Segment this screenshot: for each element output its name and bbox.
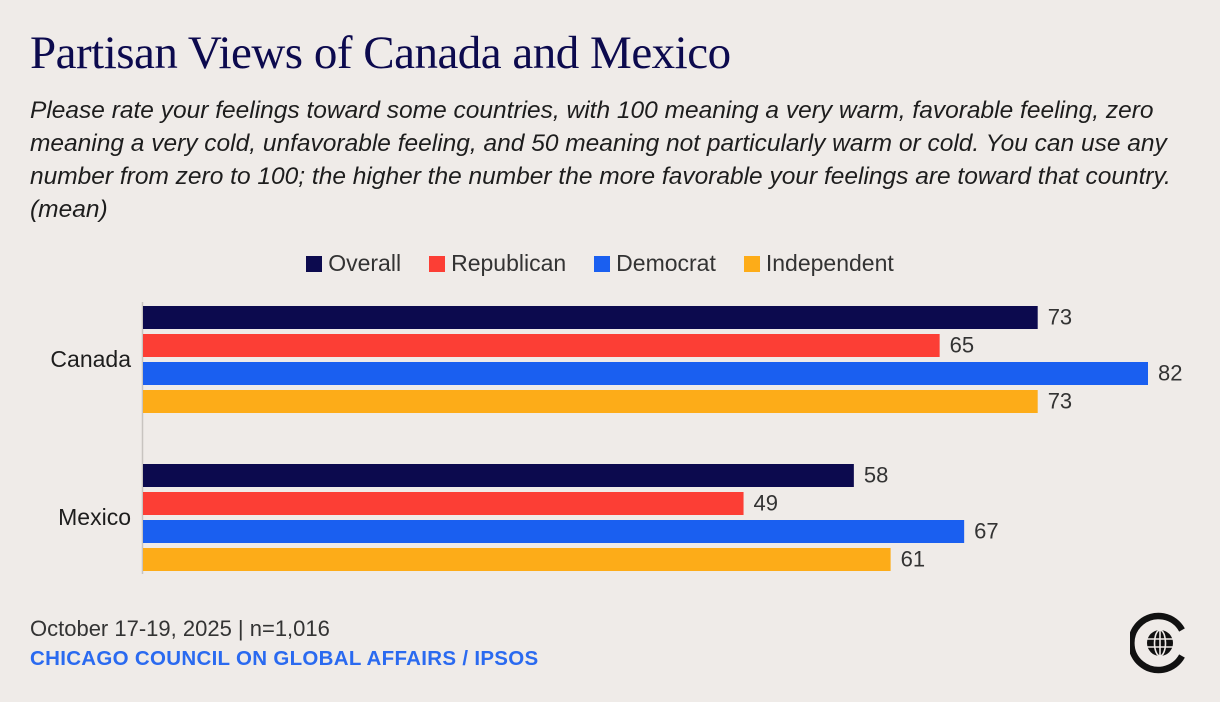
legend-label: Republican [451,250,567,276]
legend-item-overall: Overall [306,250,401,277]
bar-canada-independent [143,390,1038,413]
legend-item-democrat: Democrat [594,250,716,277]
bar-canada-overall [143,306,1038,329]
bar-mexico-republican [143,492,744,515]
value-label-canada-republican: 65 [950,332,974,357]
bar-mexico-independent [143,548,891,571]
bar-canada-democrat [143,362,1148,385]
bar-chart: Canada 73 65 82 73 Mexico 58 49 67 61 [50,302,1182,574]
category-label-mexico: Mexico [58,504,131,530]
footer-date: October 17-19, 2025 | n=1,016 [30,616,330,641]
legend-label: Democrat [616,250,716,276]
bar-mexico-overall [143,464,854,487]
legend-label: Independent [765,250,894,276]
legend-swatch [306,255,323,272]
legend: Overall Republican Democrat Independent [0,250,1210,277]
category-label-canada: Canada [50,346,131,372]
legend-label: Overall [328,250,402,276]
value-label-mexico-independent: 61 [901,546,925,571]
value-label-canada-independent: 73 [1048,388,1072,413]
chicago-council-globe-logo-icon [1130,612,1185,674]
footer-source: CHICAGO COUNCIL ON GLOBAL AFFAIRS / IPSO… [30,647,539,670]
legend-swatch [743,255,760,272]
legend-item-independent: Independent [743,250,894,277]
chart-subtitle: Please rate your feelings toward some co… [30,97,1171,223]
legend-swatch [594,255,611,272]
legend-item-republican: Republican [429,250,566,277]
bar-mexico-democrat [143,520,965,543]
value-label-canada-democrat: 82 [1158,360,1182,385]
value-label-mexico-overall: 58 [864,462,888,487]
legend-swatch [429,255,446,272]
bar-canada-republican [143,334,940,357]
value-label-canada-overall: 73 [1048,304,1072,329]
chart-title: Partisan Views of Canada and Mexico [30,27,731,79]
value-label-mexico-democrat: 67 [974,518,998,543]
value-label-mexico-republican: 49 [754,490,778,515]
